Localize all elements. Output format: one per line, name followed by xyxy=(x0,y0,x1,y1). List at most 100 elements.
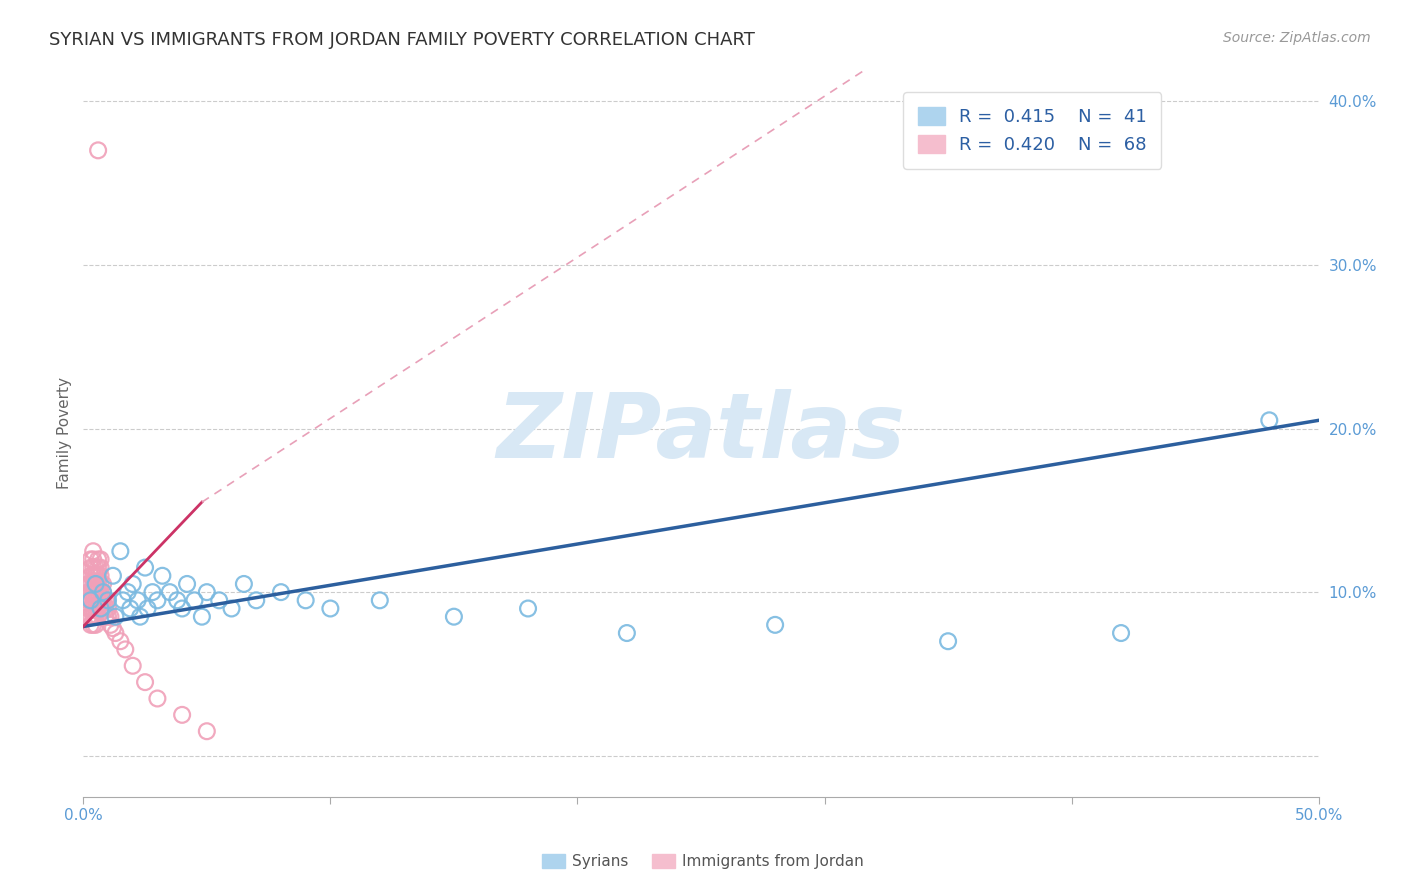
Point xyxy=(82,609,104,624)
Point xyxy=(77,609,100,624)
Point xyxy=(91,601,114,615)
Point xyxy=(221,601,243,615)
Point xyxy=(136,601,159,615)
Point xyxy=(120,601,142,615)
Point xyxy=(166,593,188,607)
Point xyxy=(82,601,104,615)
Point xyxy=(82,577,104,591)
Point xyxy=(87,552,110,566)
Point xyxy=(84,577,107,591)
Point xyxy=(90,601,112,615)
Point xyxy=(159,585,181,599)
Point xyxy=(114,642,136,657)
Point xyxy=(91,593,114,607)
Point xyxy=(77,593,100,607)
Point xyxy=(90,552,112,566)
Point xyxy=(176,577,198,591)
Text: Source: ZipAtlas.com: Source: ZipAtlas.com xyxy=(1223,31,1371,45)
Point xyxy=(121,577,143,591)
Point xyxy=(110,544,132,558)
Point xyxy=(150,568,173,582)
Point xyxy=(100,609,122,624)
Point xyxy=(91,585,114,599)
Point xyxy=(195,724,218,739)
Point xyxy=(134,560,156,574)
Point xyxy=(91,577,114,591)
Point xyxy=(80,593,103,607)
Point xyxy=(270,585,292,599)
Point xyxy=(146,593,169,607)
Point xyxy=(80,609,103,624)
Point xyxy=(84,601,107,615)
Point xyxy=(80,585,103,599)
Point xyxy=(87,585,110,599)
Point xyxy=(84,577,107,591)
Point xyxy=(80,568,103,582)
Point xyxy=(84,560,107,574)
Point xyxy=(245,593,267,607)
Point xyxy=(82,585,104,599)
Point xyxy=(104,609,127,624)
Point xyxy=(82,593,104,607)
Point xyxy=(94,609,117,624)
Point xyxy=(82,544,104,558)
Point xyxy=(90,601,112,615)
Point xyxy=(517,601,540,615)
Point xyxy=(111,593,134,607)
Point xyxy=(80,560,103,574)
Point xyxy=(100,618,122,632)
Text: SYRIAN VS IMMIGRANTS FROM JORDAN FAMILY POVERTY CORRELATION CHART: SYRIAN VS IMMIGRANTS FROM JORDAN FAMILY … xyxy=(49,31,755,49)
Point xyxy=(121,658,143,673)
Legend: Syrians, Immigrants from Jordan: Syrians, Immigrants from Jordan xyxy=(536,848,870,875)
Point xyxy=(172,601,194,615)
Point xyxy=(134,675,156,690)
Legend: R =  0.415    N =  41, R =  0.420    N =  68: R = 0.415 N = 41, R = 0.420 N = 68 xyxy=(903,92,1161,169)
Point xyxy=(104,626,127,640)
Point xyxy=(110,634,132,648)
Point xyxy=(232,577,254,591)
Point xyxy=(208,593,231,607)
Point xyxy=(77,577,100,591)
Point xyxy=(101,568,124,582)
Point xyxy=(82,618,104,632)
Point xyxy=(77,601,100,615)
Point xyxy=(80,618,103,632)
Point xyxy=(90,593,112,607)
Point xyxy=(195,585,218,599)
Point xyxy=(94,601,117,615)
Point xyxy=(127,593,149,607)
Point xyxy=(80,552,103,566)
Point xyxy=(1258,413,1281,427)
Point xyxy=(84,568,107,582)
Point xyxy=(84,609,107,624)
Point xyxy=(616,626,638,640)
Point xyxy=(82,568,104,582)
Point xyxy=(87,568,110,582)
Point xyxy=(84,593,107,607)
Point xyxy=(97,601,120,615)
Point xyxy=(90,568,112,582)
Point xyxy=(97,593,120,607)
Point xyxy=(117,585,139,599)
Point xyxy=(146,691,169,706)
Point xyxy=(936,634,959,648)
Point xyxy=(77,585,100,599)
Point xyxy=(141,585,163,599)
Text: ZIPatlas: ZIPatlas xyxy=(496,389,905,476)
Point xyxy=(87,601,110,615)
Point xyxy=(90,577,112,591)
Point xyxy=(183,593,205,607)
Point xyxy=(129,609,152,624)
Point xyxy=(80,593,103,607)
Point xyxy=(90,560,112,574)
Point xyxy=(1109,626,1132,640)
Point xyxy=(319,601,342,615)
Point xyxy=(82,552,104,566)
Point xyxy=(443,609,465,624)
Point xyxy=(97,609,120,624)
Point xyxy=(368,593,391,607)
Point xyxy=(84,618,107,632)
Point xyxy=(763,618,786,632)
Point xyxy=(84,585,107,599)
Point xyxy=(191,609,214,624)
